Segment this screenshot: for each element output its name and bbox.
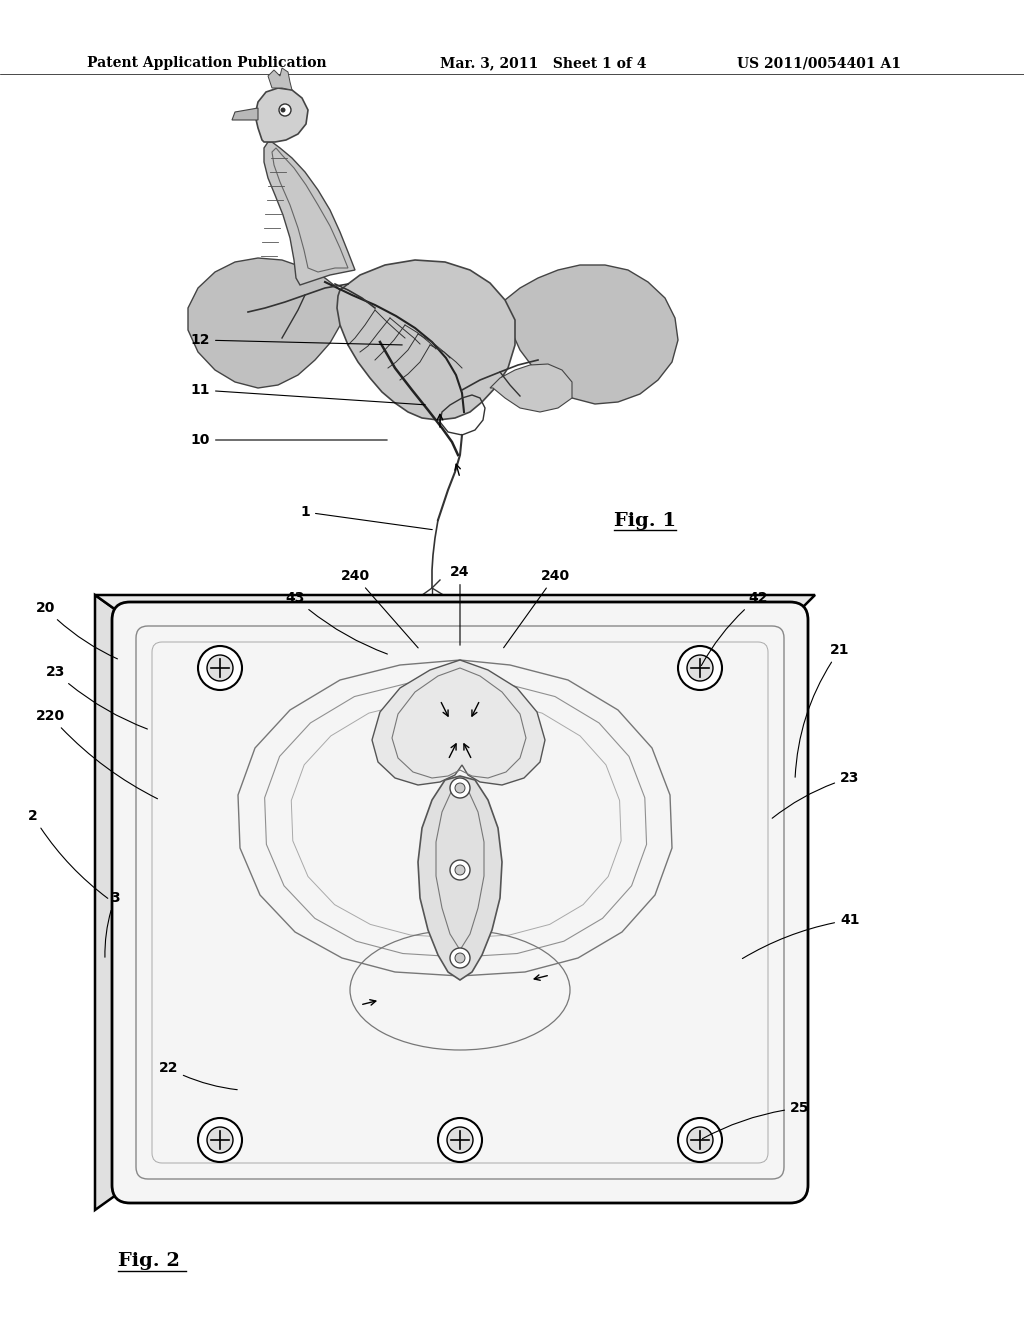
Circle shape: [450, 948, 470, 968]
Polygon shape: [418, 776, 502, 979]
Circle shape: [687, 655, 713, 681]
Circle shape: [281, 107, 286, 112]
Polygon shape: [264, 143, 355, 285]
Text: 42: 42: [701, 591, 768, 665]
Text: Mar. 3, 2011   Sheet 1 of 4: Mar. 3, 2011 Sheet 1 of 4: [440, 57, 647, 70]
Text: Fig. 2: Fig. 2: [118, 1251, 179, 1270]
Text: 2: 2: [29, 809, 108, 899]
Polygon shape: [372, 660, 545, 785]
Text: 12: 12: [190, 333, 402, 347]
Polygon shape: [95, 595, 130, 1210]
Text: 41: 41: [742, 913, 859, 958]
Text: 3: 3: [104, 891, 120, 957]
Polygon shape: [337, 260, 515, 420]
Circle shape: [438, 1118, 482, 1162]
Polygon shape: [188, 257, 345, 388]
Circle shape: [207, 1127, 233, 1152]
Text: 220: 220: [36, 709, 158, 799]
Text: 25: 25: [702, 1101, 810, 1139]
Text: 10: 10: [190, 433, 387, 447]
FancyBboxPatch shape: [112, 602, 808, 1203]
Circle shape: [678, 1118, 722, 1162]
Polygon shape: [232, 108, 258, 120]
Circle shape: [455, 783, 465, 793]
Text: 1: 1: [300, 506, 432, 529]
Text: 21: 21: [795, 643, 850, 777]
Circle shape: [450, 861, 470, 880]
Text: 24: 24: [451, 565, 470, 645]
Circle shape: [455, 865, 465, 875]
Polygon shape: [268, 69, 292, 90]
Polygon shape: [95, 595, 815, 620]
Circle shape: [450, 777, 470, 799]
Text: 43: 43: [286, 591, 387, 653]
Circle shape: [455, 953, 465, 964]
Circle shape: [207, 655, 233, 681]
Text: 23: 23: [46, 665, 147, 729]
Text: 240: 240: [504, 569, 569, 648]
Circle shape: [198, 645, 242, 690]
Text: US 2011/0054401 A1: US 2011/0054401 A1: [737, 57, 901, 70]
Circle shape: [279, 104, 291, 116]
Text: Fig. 1: Fig. 1: [614, 512, 677, 531]
Circle shape: [447, 1127, 473, 1152]
Text: 22: 22: [159, 1061, 238, 1090]
Polygon shape: [490, 364, 572, 412]
Text: Patent Application Publication: Patent Application Publication: [87, 57, 327, 70]
Circle shape: [687, 1127, 713, 1152]
Text: 20: 20: [36, 601, 118, 659]
Polygon shape: [505, 265, 678, 404]
Circle shape: [678, 645, 722, 690]
Text: 240: 240: [340, 569, 418, 648]
Text: 23: 23: [772, 771, 859, 818]
Circle shape: [198, 1118, 242, 1162]
Text: 11: 11: [190, 383, 425, 405]
Polygon shape: [255, 88, 308, 143]
